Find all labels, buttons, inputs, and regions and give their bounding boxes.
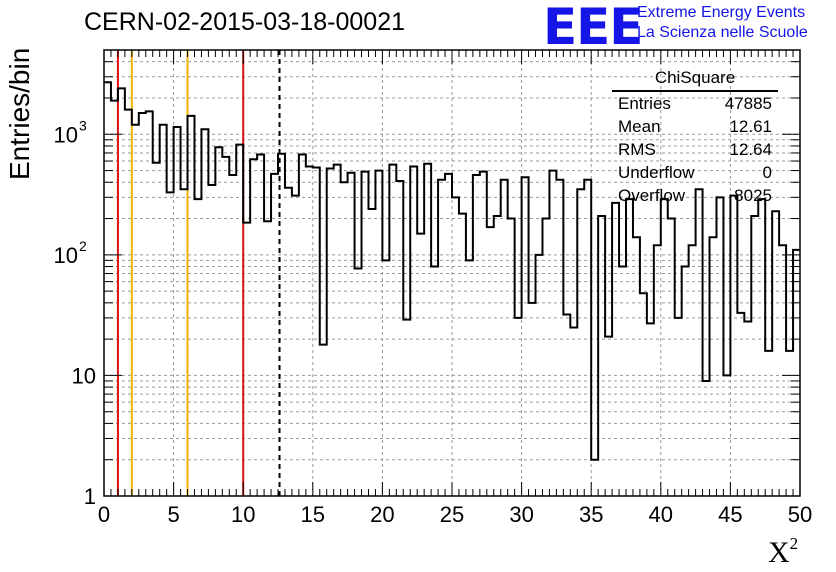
x-tick-label: 35	[579, 502, 603, 527]
histogram-series	[104, 81, 800, 461]
x-tick-label: 10	[231, 502, 255, 527]
x-tick-label: 45	[718, 502, 742, 527]
stats-underflow-label: Underflow	[618, 163, 695, 182]
stats-overflow-label: Overflow	[618, 186, 686, 205]
axis-ticks	[103, 49, 801, 497]
x-tick-label: 25	[440, 502, 464, 527]
y-tick-label: 10	[54, 243, 78, 268]
y-axis-label: Entries/bin	[4, 47, 35, 180]
x-tick-label: 5	[167, 502, 179, 527]
stats-overflow-value: 8025	[734, 186, 772, 205]
stats-entries-label: Entries	[618, 94, 671, 113]
stats-row-rms: RMS 12.64	[612, 140, 778, 163]
y-tick-label-exponent: 3	[79, 117, 87, 133]
stats-rms-label: RMS	[618, 140, 656, 159]
x-tick-label: 50	[788, 502, 812, 527]
stats-row-entries: Entries 47885	[612, 94, 778, 117]
stats-divider	[612, 90, 778, 92]
reference-lines	[116, 50, 281, 496]
stats-rms-value: 12.64	[729, 140, 772, 159]
run-title: CERN-02-2015-03-18-00021	[84, 8, 406, 36]
stats-mean-value: 12.61	[729, 117, 772, 136]
grid-lines	[104, 50, 800, 496]
x-tick-label: 40	[649, 502, 673, 527]
y-tick-label-exponent: 2	[79, 238, 87, 254]
stats-row-mean: Mean 12.61	[612, 117, 778, 140]
x-tick-label: 15	[301, 502, 325, 527]
stats-mean-label: Mean	[618, 117, 661, 136]
y-tick-label: 10	[72, 363, 96, 388]
eee-logo: EEE	[543, 0, 643, 56]
y-tick-label: 10	[54, 122, 78, 147]
stats-row-underflow: Underflow 0	[612, 163, 778, 186]
logo-line-1: Extreme Energy Events	[637, 4, 806, 21]
logo-line-2: La Scienza nelle Scuole	[637, 24, 808, 41]
x-tick-label: 20	[370, 502, 394, 527]
stats-underflow-value: 0	[762, 163, 772, 182]
stats-entries-value: 47885	[724, 94, 772, 113]
stats-row-overflow: Overflow 8025	[612, 186, 778, 209]
x-tick-label: 30	[509, 502, 533, 527]
y-tick-label: 1	[84, 484, 96, 509]
stats-box: ChiSquare Entries 47885 Mean 12.61 RMS 1…	[612, 68, 778, 209]
x-axis-label: X2	[768, 534, 799, 569]
x-tick-label: 0	[98, 502, 110, 527]
stats-title: ChiSquare	[654, 68, 736, 87]
